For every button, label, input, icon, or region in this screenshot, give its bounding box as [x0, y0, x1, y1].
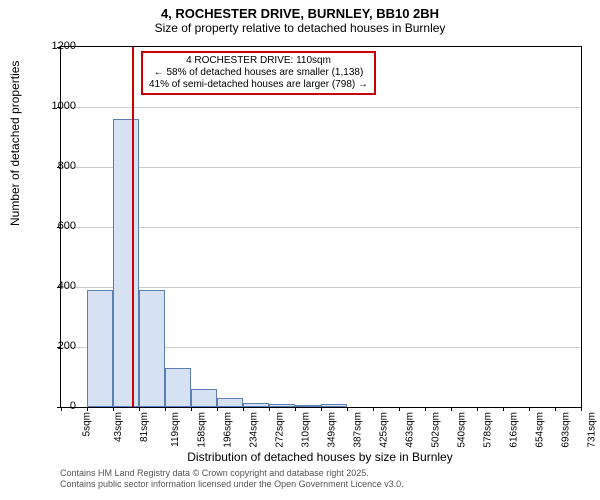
x-tick-mark [113, 407, 114, 411]
x-tick-label: 502sqm [431, 412, 442, 448]
x-tick-mark [165, 407, 166, 411]
x-tick-label: 463sqm [404, 412, 415, 448]
grid-line [61, 167, 581, 168]
plot-area: 4 ROCHESTER DRIVE: 110sqm← 58% of detach… [60, 46, 582, 408]
x-tick-label: 425sqm [378, 412, 389, 448]
chart-subtitle: Size of property relative to detached ho… [0, 21, 600, 39]
x-tick-mark [503, 407, 504, 411]
y-tick-label: 200 [36, 340, 76, 352]
y-tick-label: 400 [36, 280, 76, 292]
y-axis-label: Number of detached properties [8, 61, 22, 226]
y-tick-label: 800 [36, 160, 76, 172]
grid-line [61, 287, 581, 288]
x-tick-label: 731sqm [587, 412, 598, 448]
x-tick-label: 387sqm [353, 412, 364, 448]
y-tick-label: 600 [36, 220, 76, 232]
x-tick-label: 43sqm [113, 412, 124, 442]
x-tick-mark [191, 407, 192, 411]
x-tick-label: 234sqm [248, 412, 259, 448]
x-tick-label: 578sqm [483, 412, 494, 448]
histogram-bar [113, 119, 139, 407]
footer-line1: Contains HM Land Registry data © Crown c… [60, 468, 404, 479]
x-tick-label: 349sqm [327, 412, 338, 448]
x-tick-mark [425, 407, 426, 411]
histogram-bar [217, 398, 243, 407]
y-tick-label: 1200 [36, 40, 76, 52]
footer-attribution: Contains HM Land Registry data © Crown c… [60, 468, 404, 490]
chart-container: 4, ROCHESTER DRIVE, BURNLEY, BB10 2BH Si… [0, 0, 600, 500]
chart-title: 4, ROCHESTER DRIVE, BURNLEY, BB10 2BH [0, 0, 600, 21]
histogram-bar [191, 389, 217, 407]
x-tick-mark [347, 407, 348, 411]
x-tick-mark [451, 407, 452, 411]
x-tick-mark [555, 407, 556, 411]
footer-line2: Contains public sector information licen… [60, 479, 404, 490]
histogram-bar [165, 368, 191, 407]
x-tick-mark [269, 407, 270, 411]
x-tick-mark [139, 407, 140, 411]
histogram-bar [139, 290, 166, 407]
x-tick-label: 5sqm [81, 412, 92, 436]
x-tick-mark [217, 407, 218, 411]
x-tick-mark [243, 407, 244, 411]
x-tick-mark [295, 407, 296, 411]
x-tick-mark [581, 407, 582, 411]
annotation-line3: 41% of semi-detached houses are larger (… [149, 79, 368, 91]
x-tick-label: 81sqm [139, 412, 150, 442]
y-tick-label: 0 [36, 400, 76, 412]
x-tick-label: 119sqm [169, 412, 180, 447]
annotation-line2: ← 58% of detached houses are smaller (1,… [149, 67, 368, 79]
x-tick-mark [87, 407, 88, 411]
histogram-bar [243, 403, 269, 408]
histogram-bar [295, 405, 321, 407]
x-tick-label: 310sqm [300, 412, 311, 448]
x-tick-mark [373, 407, 374, 411]
x-tick-mark [529, 407, 530, 411]
x-tick-label: 196sqm [223, 412, 234, 448]
grid-line [61, 107, 581, 108]
histogram-bar [87, 290, 113, 407]
x-tick-label: 158sqm [197, 412, 208, 448]
x-tick-mark [477, 407, 478, 411]
x-tick-label: 693sqm [561, 412, 572, 448]
y-tick-label: 1000 [36, 100, 76, 112]
histogram-bar [269, 404, 296, 407]
histogram-bar [321, 404, 347, 407]
x-tick-label: 654sqm [534, 412, 545, 448]
x-axis-label: Distribution of detached houses by size … [60, 450, 580, 464]
marker-line [132, 47, 134, 407]
x-tick-mark [399, 407, 400, 411]
x-tick-mark [321, 407, 322, 411]
x-tick-label: 272sqm [274, 412, 285, 448]
x-tick-label: 540sqm [457, 412, 468, 448]
annotation-line1: 4 ROCHESTER DRIVE: 110sqm [149, 55, 368, 67]
grid-line [61, 227, 581, 228]
annotation-box: 4 ROCHESTER DRIVE: 110sqm← 58% of detach… [141, 51, 376, 95]
x-tick-label: 616sqm [508, 412, 519, 448]
